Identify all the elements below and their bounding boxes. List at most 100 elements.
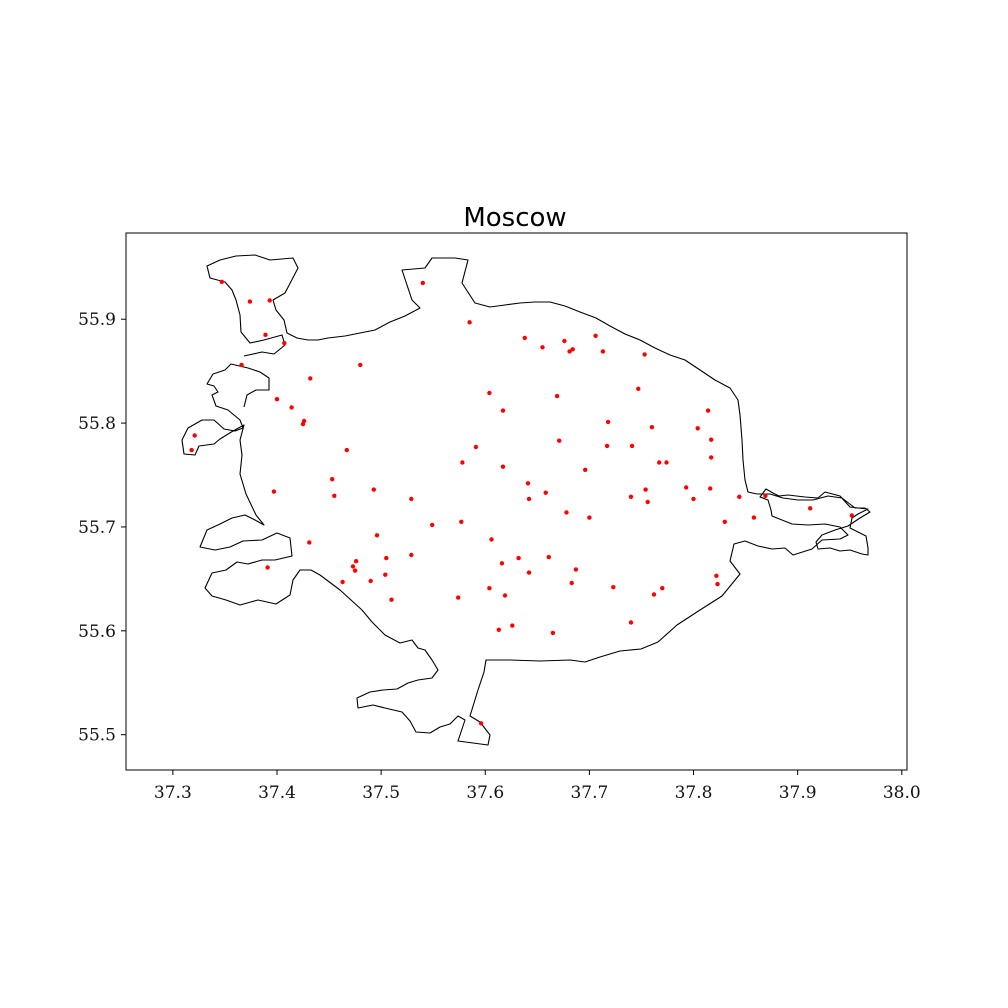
data-point-44 bbox=[330, 477, 335, 482]
x-tick-label: 38.0 bbox=[883, 783, 921, 803]
data-point-0 bbox=[420, 280, 425, 286]
data-point-35 bbox=[604, 443, 610, 449]
data-point-53 bbox=[526, 496, 532, 502]
data-point-95 bbox=[510, 623, 515, 628]
data-point-86 bbox=[487, 586, 492, 591]
data-point-39 bbox=[657, 460, 662, 465]
data-point-42 bbox=[500, 464, 506, 469]
data-point-24 bbox=[554, 393, 560, 399]
data-point-16 bbox=[239, 362, 244, 368]
data-point-26 bbox=[605, 419, 611, 425]
data-point-79 bbox=[499, 561, 505, 566]
data-point-60 bbox=[564, 510, 569, 515]
data-point-48 bbox=[684, 485, 689, 490]
y-axis: 55.5 55.6 55.7 55.8 55.9 bbox=[78, 310, 126, 746]
data-point-59 bbox=[763, 493, 768, 498]
y-tick-label: 55.6 bbox=[78, 622, 116, 642]
data-point-8 bbox=[540, 345, 545, 350]
data-point-2 bbox=[247, 299, 253, 304]
data-point-43 bbox=[583, 467, 588, 472]
data-point-56 bbox=[645, 499, 650, 505]
data-point-90 bbox=[651, 592, 657, 597]
data-point-71 bbox=[353, 559, 359, 564]
data-point-50 bbox=[271, 489, 277, 494]
data-point-18 bbox=[274, 397, 280, 402]
data-point-30 bbox=[192, 433, 197, 438]
data-point-76 bbox=[350, 564, 356, 569]
data-point-21 bbox=[301, 418, 307, 424]
data-point-84 bbox=[368, 578, 373, 584]
data-point-25 bbox=[636, 386, 641, 391]
data-point-6 bbox=[467, 320, 472, 325]
data-point-99 bbox=[478, 721, 484, 726]
data-point-93 bbox=[389, 597, 394, 602]
data-point-14 bbox=[642, 352, 647, 357]
data-point-31 bbox=[189, 447, 194, 453]
plot-frame bbox=[125, 232, 908, 771]
data-point-92 bbox=[715, 581, 720, 587]
data-point-70 bbox=[489, 537, 494, 542]
data-point-57 bbox=[691, 496, 696, 502]
data-point-87 bbox=[502, 593, 508, 598]
data-point-45 bbox=[525, 481, 531, 486]
data-point-65 bbox=[751, 515, 757, 520]
x-tick-label: 37.9 bbox=[779, 783, 817, 803]
data-point-1 bbox=[219, 279, 224, 284]
y-tick-label: 55.7 bbox=[78, 518, 116, 538]
data-point-46 bbox=[371, 487, 376, 492]
x-axis: 37.3 37.4 37.5 37.6 37.7 37.8 37.9 38.0 bbox=[154, 770, 921, 803]
data-point-3 bbox=[267, 298, 272, 303]
data-point-49 bbox=[708, 486, 713, 491]
data-point-85 bbox=[569, 580, 574, 586]
data-point-27 bbox=[705, 408, 711, 413]
data-point-64 bbox=[722, 519, 727, 524]
data-point-9 bbox=[562, 338, 567, 344]
data-point-41 bbox=[460, 460, 465, 465]
data-point-22 bbox=[487, 390, 492, 396]
data-point-38 bbox=[709, 455, 714, 460]
data-point-94 bbox=[456, 595, 461, 600]
data-point-51 bbox=[332, 493, 337, 498]
plot-area bbox=[181, 254, 871, 746]
data-point-58 bbox=[737, 494, 742, 499]
data-point-55 bbox=[628, 494, 634, 499]
data-points bbox=[189, 279, 854, 726]
data-point-5 bbox=[282, 340, 287, 346]
x-tick-label: 37.6 bbox=[466, 783, 504, 803]
data-point-19 bbox=[289, 405, 294, 410]
data-point-97 bbox=[550, 630, 556, 636]
data-point-12 bbox=[593, 333, 598, 338]
data-point-28 bbox=[695, 426, 700, 431]
data-point-88 bbox=[611, 585, 616, 590]
data-point-11 bbox=[570, 347, 575, 352]
data-point-78 bbox=[383, 572, 388, 577]
data-point-40 bbox=[664, 460, 669, 465]
data-point-17 bbox=[308, 376, 313, 381]
data-point-89 bbox=[660, 586, 665, 591]
data-point-62 bbox=[430, 522, 435, 528]
data-point-33 bbox=[473, 444, 479, 450]
data-point-36 bbox=[629, 443, 635, 449]
x-tick-label: 37.3 bbox=[154, 783, 192, 803]
y-tick-label: 55.5 bbox=[78, 726, 116, 746]
data-point-13 bbox=[600, 349, 606, 354]
chart-title: Moscow bbox=[463, 203, 566, 233]
data-point-37 bbox=[709, 437, 714, 442]
data-point-10 bbox=[567, 349, 572, 354]
data-point-54 bbox=[543, 490, 548, 495]
data-point-47 bbox=[643, 487, 648, 492]
data-point-34 bbox=[557, 438, 562, 443]
data-point-83 bbox=[340, 579, 345, 585]
data-point-98 bbox=[628, 620, 634, 625]
data-point-4 bbox=[263, 332, 268, 337]
x-tick-label: 37.7 bbox=[570, 783, 608, 803]
data-point-29 bbox=[649, 425, 655, 430]
data-point-80 bbox=[526, 570, 532, 575]
data-point-52 bbox=[409, 496, 414, 502]
y-tick-label: 55.9 bbox=[78, 310, 116, 330]
data-point-63 bbox=[459, 519, 464, 524]
data-point-69 bbox=[307, 540, 312, 545]
data-point-61 bbox=[587, 515, 592, 520]
data-point-23 bbox=[500, 408, 506, 413]
y-tick-label: 55.8 bbox=[78, 414, 116, 434]
